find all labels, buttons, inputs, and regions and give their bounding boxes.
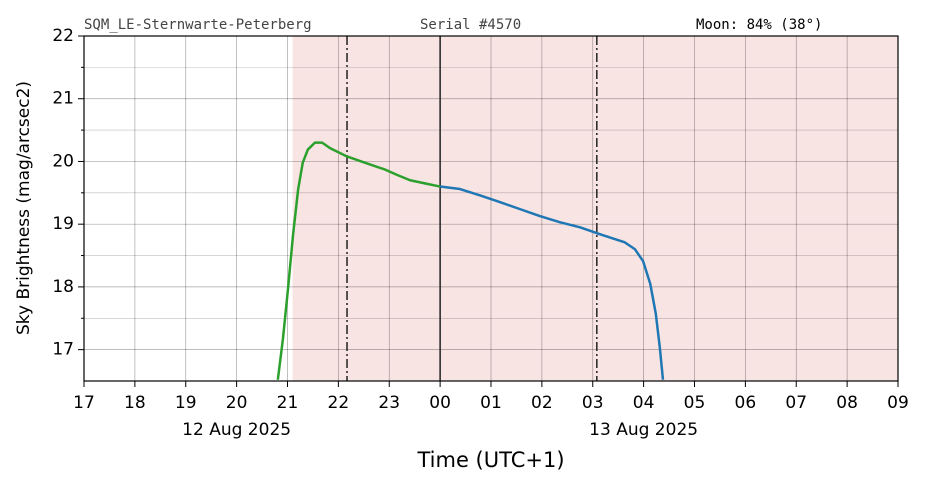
plot-area <box>276 141 665 380</box>
y-tick-label: 17 <box>52 340 74 360</box>
plot-frame <box>83 35 899 382</box>
date-label: 12 Aug 2025 <box>182 420 291 440</box>
x-axis-label: Time (UTC+1) <box>416 448 564 472</box>
x-tick-label: 17 <box>73 393 95 413</box>
y-tick-label: 19 <box>52 214 74 234</box>
y-axis-label: Sky Brightness (mag/arcsec2) <box>14 81 34 335</box>
moon-info: Moon: 84% (38°) <box>696 17 822 33</box>
night-shade <box>292 36 898 381</box>
x-tick-label: 06 <box>735 393 757 413</box>
y-tick-label: 21 <box>52 89 74 109</box>
x-tick-label: 21 <box>277 393 299 413</box>
serial: Serial #4570 <box>420 17 521 33</box>
x-tick-label: 01 <box>480 393 502 413</box>
x-tick-label: 19 <box>175 393 197 413</box>
brightness-line <box>276 141 441 380</box>
x-tick-label: 00 <box>429 393 451 413</box>
x-tick-label: 03 <box>582 393 604 413</box>
x-tick-label: 09 <box>887 393 909 413</box>
x-tick-label: 02 <box>531 393 553 413</box>
y-tick-label: 20 <box>52 151 74 171</box>
x-tick-label: 23 <box>378 393 400 413</box>
y-tick-label: 18 <box>52 277 74 297</box>
x-tick-label: 22 <box>328 393 350 413</box>
x-tick-label: 18 <box>124 393 146 413</box>
x-tick-label: 20 <box>226 393 248 413</box>
x-tick-label: 05 <box>684 393 706 413</box>
site-name: SQM_LE-Sternwarte-Peterberg <box>84 17 312 33</box>
brightness-line <box>439 185 665 380</box>
y-tick-label: 22 <box>52 26 74 46</box>
x-tick-label: 07 <box>785 393 807 413</box>
x-tick-label: 04 <box>633 393 655 413</box>
date-label: 13 Aug 2025 <box>589 420 698 440</box>
x-tick-label: 08 <box>836 393 858 413</box>
